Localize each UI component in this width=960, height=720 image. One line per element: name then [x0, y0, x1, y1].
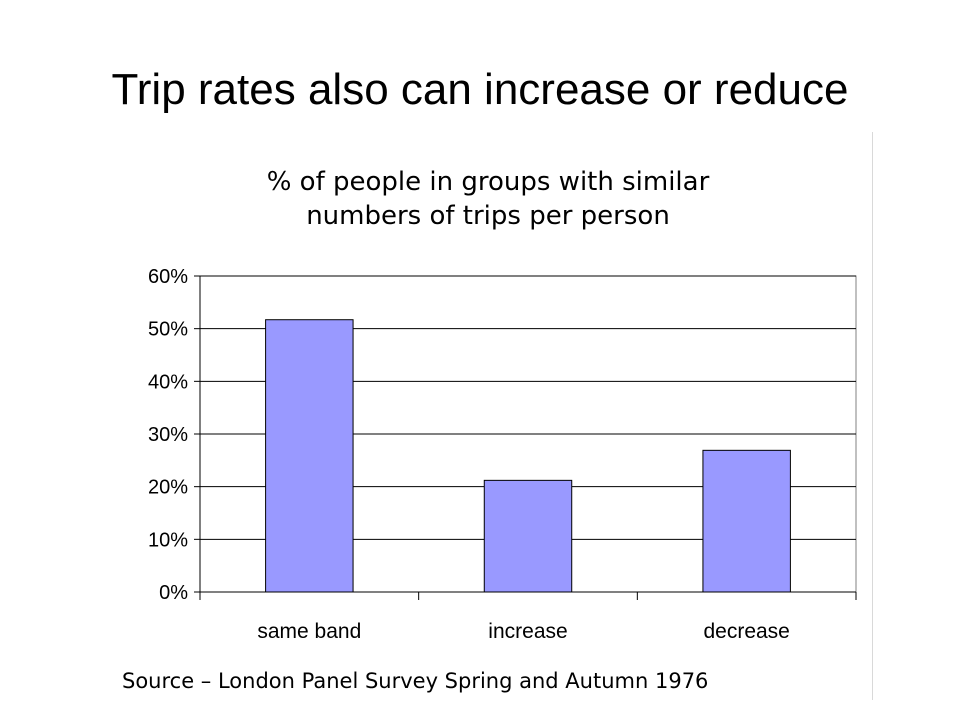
bar-increase — [483, 479, 573, 593]
bar-same-band — [265, 319, 354, 593]
x-category-label: increase — [488, 620, 567, 643]
slide-title: Trip rates also can increase or reduce — [111, 65, 849, 114]
chart-title-line-2: numbers of trips per person — [306, 201, 670, 231]
y-tick-label: 20% — [148, 477, 188, 499]
y-tick-label: 10% — [148, 529, 188, 551]
vertical-divider — [872, 132, 873, 700]
y-tick-label: 30% — [148, 424, 188, 446]
y-tick-label: 40% — [148, 371, 188, 393]
y-tick-label: 0% — [159, 582, 188, 604]
chart-title-line-1: % of people in groups with similar — [267, 167, 710, 197]
x-category-label: same band — [257, 620, 361, 643]
y-tick-label: 60% — [148, 266, 188, 288]
x-category-label: decrease — [703, 620, 789, 643]
bar-decrease — [702, 449, 791, 593]
source-note: Source – London Panel Survey Spring and … — [122, 669, 709, 693]
y-tick-label: 50% — [148, 319, 188, 341]
